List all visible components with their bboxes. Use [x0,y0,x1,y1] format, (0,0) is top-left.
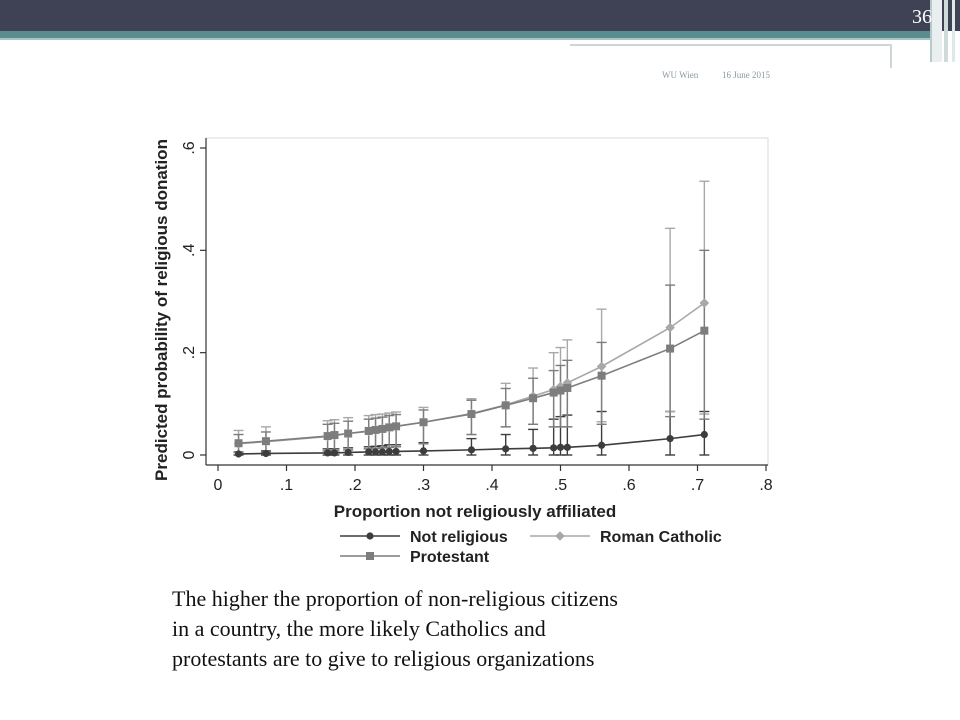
protestant-point [597,371,606,380]
protestant-point [364,426,373,435]
protestant-point [467,410,476,419]
footer-organization: WU Wien [662,70,699,80]
footer-rule [570,44,890,46]
protestant-point [501,401,510,410]
roman-catholic-point [699,298,710,308]
roman-catholic-point [596,361,607,372]
legend-protestant-marker [366,552,374,560]
protestant-point [556,386,565,395]
legend-roman-catholic-marker [555,531,565,541]
caption-line-1: The higher the proportion of non-religio… [172,586,618,611]
not-religious-point [529,444,537,452]
slide-number: 36 [912,6,932,28]
corner-decoration-stripe-2 [952,0,955,62]
legend-not-religious-label: Not religious [410,529,508,546]
protestant-point [234,439,243,448]
protestant-point [392,422,401,431]
not-religious-point [563,443,571,451]
protestant-point [261,437,270,446]
protestant-point [563,383,572,392]
legend-not-religious-marker [366,532,374,540]
not-religious-point [666,435,674,443]
not-religious-point [344,448,352,457]
protestant-point [330,431,339,440]
not-religious-point [371,448,380,456]
slide-caption: The higher the proportion of non-religio… [172,584,772,674]
not-religious-point [262,449,270,458]
y-tick-label: .2 [181,346,198,359]
not-religious-point [419,447,428,455]
corner-decoration [930,0,942,62]
protestant-point [385,423,394,432]
not-religious-point [598,441,606,449]
roman-catholic-point [665,322,675,333]
not-religious-point [467,446,476,454]
caption-line-2: in a country, the more likely Catholics … [172,616,546,641]
not-religious-point [330,449,339,457]
x-tick-label: .7 [691,477,704,494]
x-tick-label: .5 [554,477,567,494]
protestant-point [344,429,353,438]
plot-region [205,137,769,466]
y-tick-label: 0 [181,450,198,459]
x-tick-label: .1 [280,477,293,494]
not-religious-point [550,444,558,452]
protestant-point [378,424,387,433]
chart-legend: Not religious Roman Catholic Protestant [340,529,722,566]
x-tick-label: .4 [485,477,498,494]
not-religious-point [324,449,332,457]
not-religious-point [234,450,243,458]
protestant-point [323,432,332,441]
corner-decoration-stripe [944,0,948,62]
probability-chart: 0 .1 .2 .3 .4 .5 .6 .7 .8 0 .2 .4 .6 Proportion not … [152,137,773,566]
not-religious-point [392,447,400,456]
protestant-point [419,418,428,427]
not-religious-point [365,448,373,456]
accent-line-light [0,38,930,40]
accent-line [0,31,930,38]
x-tick-label: 0 [214,477,223,494]
footer-rule-end [890,44,892,68]
not-religious-point [502,445,510,453]
legend-protestant-label: Protestant [410,549,490,566]
not-religious-point [385,447,393,456]
caption-line-3: protestants are to give to religious org… [172,646,595,671]
x-tick-label: .3 [417,477,430,494]
protestant-point [549,388,558,397]
protestant-point [371,425,380,434]
not-religious-point [378,448,386,456]
title-band [0,0,960,31]
legend-roman-catholic-label: Roman Catholic [600,529,722,546]
x-axis-label: Proportion not religiously affiliated [334,502,616,521]
protestant-point [666,344,675,353]
not-religious-point [700,430,708,439]
x-tick-label: .2 [348,477,361,494]
y-tick-label: .4 [181,244,198,257]
x-tick-label: .8 [759,477,772,494]
not-religious-point [556,443,565,451]
protestant-point [529,394,538,403]
y-axis-label: Predicted probability of religious donat… [152,139,171,481]
x-tick-label: .6 [622,477,635,494]
footer-date: 16 June 2015 [722,70,770,80]
protestant-point [700,326,709,335]
y-tick-label: .6 [181,141,198,154]
